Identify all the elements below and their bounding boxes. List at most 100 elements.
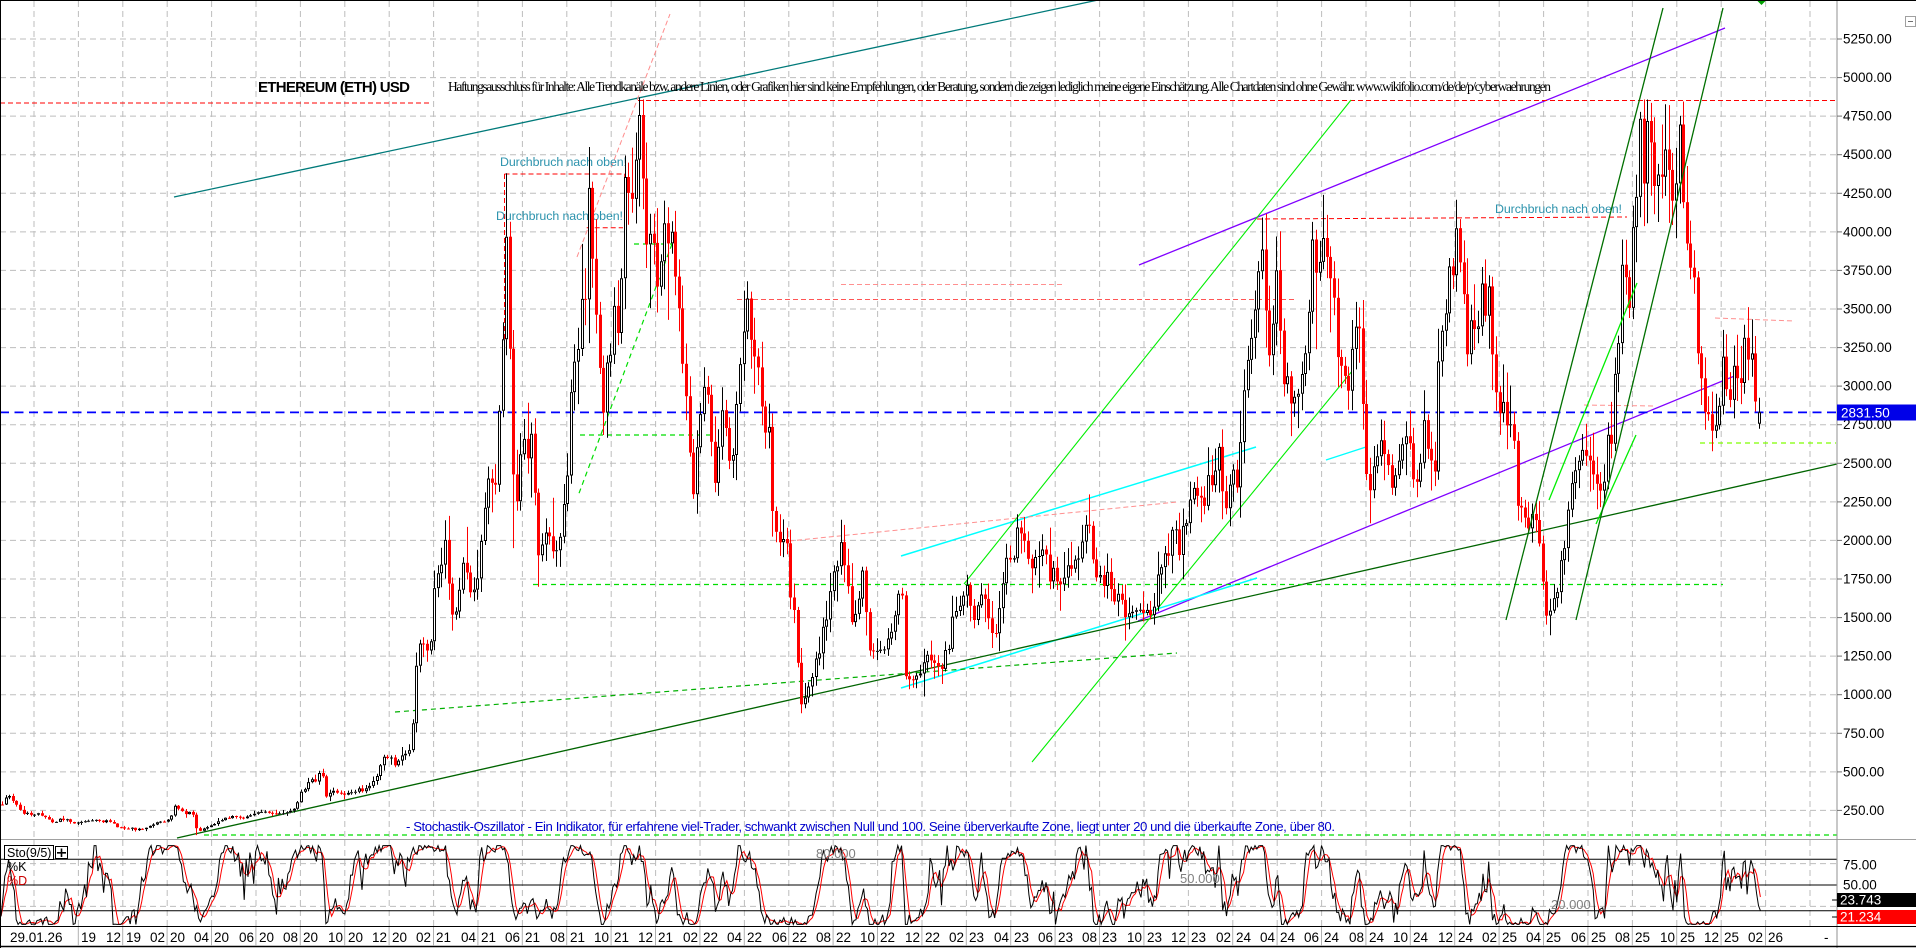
svg-text:22: 22 (703, 930, 718, 945)
svg-text:22: 22 (747, 930, 762, 945)
svg-text:25: 25 (1591, 930, 1606, 945)
svg-text:24: 24 (1236, 930, 1252, 945)
svg-text:10: 10 (594, 930, 609, 945)
svg-text:12: 12 (1171, 930, 1186, 945)
svg-text:3750.00: 3750.00 (1843, 263, 1892, 278)
svg-text:Durchbruch nach oben!: Durchbruch nach oben! (1495, 202, 1622, 216)
svg-text:%K: %K (7, 860, 27, 874)
svg-text:06: 06 (772, 930, 787, 945)
svg-text:23: 23 (1191, 930, 1206, 945)
svg-text:19: 19 (81, 930, 96, 945)
svg-text:21: 21 (614, 930, 629, 945)
svg-text:-: - (1824, 930, 1829, 945)
svg-text:06: 06 (1304, 930, 1319, 945)
svg-text:20: 20 (170, 930, 185, 945)
svg-text:10: 10 (328, 930, 343, 945)
svg-text:1000.00: 1000.00 (1843, 687, 1892, 702)
svg-text:21: 21 (436, 930, 451, 945)
svg-text:19: 19 (126, 930, 141, 945)
svg-text:3500.00: 3500.00 (1843, 302, 1892, 317)
svg-text:12: 12 (638, 930, 653, 945)
svg-text:3250.00: 3250.00 (1843, 340, 1892, 355)
svg-text:10: 10 (1127, 930, 1142, 945)
svg-text:29.01.26: 29.01.26 (10, 930, 63, 945)
svg-text:04: 04 (461, 930, 477, 945)
svg-text:02: 02 (1482, 930, 1497, 945)
svg-text:22: 22 (925, 930, 940, 945)
svg-text:24: 24 (1324, 930, 1340, 945)
svg-text:10: 10 (1660, 930, 1675, 945)
svg-text:08: 08 (1082, 930, 1097, 945)
svg-text:22: 22 (792, 930, 807, 945)
svg-text:02: 02 (949, 930, 964, 945)
svg-text:25: 25 (1635, 930, 1650, 945)
svg-text:22: 22 (836, 930, 851, 945)
svg-text:Durchbruch nach oben!: Durchbruch nach oben! (500, 155, 627, 169)
svg-text:21: 21 (658, 930, 673, 945)
svg-text:06: 06 (1038, 930, 1053, 945)
svg-text:02: 02 (150, 930, 165, 945)
svg-text:06: 06 (505, 930, 520, 945)
svg-text:12: 12 (1438, 930, 1453, 945)
svg-text:50.000: 50.000 (1180, 871, 1220, 886)
svg-text:250.00: 250.00 (1843, 803, 1884, 818)
svg-text:04: 04 (727, 930, 743, 945)
svg-text:04: 04 (194, 930, 210, 945)
svg-text:21: 21 (570, 930, 585, 945)
svg-text:23: 23 (1058, 930, 1073, 945)
svg-text:50.00: 50.00 (1843, 878, 1877, 893)
svg-text:21: 21 (481, 930, 496, 945)
svg-text:Haftungsausschluss für Inhalte: Haftungsausschluss für Inhalte: Alle Tre… (448, 79, 1551, 94)
svg-text:25: 25 (1724, 930, 1739, 945)
svg-text:750.00: 750.00 (1843, 726, 1884, 741)
svg-text:08: 08 (550, 930, 565, 945)
svg-text:04: 04 (994, 930, 1010, 945)
svg-text:20: 20 (392, 930, 407, 945)
svg-text:10: 10 (860, 930, 875, 945)
svg-text:2000.00: 2000.00 (1843, 533, 1892, 548)
svg-text:1750.00: 1750.00 (1843, 572, 1892, 587)
svg-text:5000.00: 5000.00 (1843, 70, 1892, 85)
svg-text:4750.00: 4750.00 (1843, 109, 1892, 124)
svg-text:06: 06 (239, 930, 254, 945)
svg-text:10: 10 (1393, 930, 1408, 945)
svg-text:12: 12 (905, 930, 920, 945)
svg-text:23: 23 (1014, 930, 1029, 945)
svg-text:2750.00: 2750.00 (1843, 417, 1892, 432)
svg-text:2250.00: 2250.00 (1843, 494, 1892, 509)
svg-text:06: 06 (1571, 930, 1586, 945)
svg-text:20: 20 (303, 930, 318, 945)
svg-text:24: 24 (1369, 930, 1385, 945)
svg-text:5250.00: 5250.00 (1843, 32, 1892, 47)
svg-text:04: 04 (1526, 930, 1542, 945)
svg-text:ETHEREUM (ETH) USD: ETHEREUM (ETH) USD (258, 79, 410, 96)
svg-text:12: 12 (372, 930, 387, 945)
svg-text:08: 08 (1615, 930, 1630, 945)
svg-text:21: 21 (525, 930, 540, 945)
svg-text:08: 08 (283, 930, 298, 945)
svg-text:80.000: 80.000 (816, 846, 856, 861)
svg-text:23: 23 (1102, 930, 1117, 945)
svg-text:23: 23 (969, 930, 984, 945)
svg-text:24: 24 (1458, 930, 1474, 945)
svg-text:1500.00: 1500.00 (1843, 610, 1892, 625)
svg-text:20: 20 (214, 930, 229, 945)
svg-text:20: 20 (259, 930, 274, 945)
svg-text:22: 22 (880, 930, 895, 945)
svg-text:Durchbruch nach oben!: Durchbruch nach oben! (496, 209, 623, 223)
svg-text:2831.50: 2831.50 (1841, 406, 1890, 421)
svg-text:1250.00: 1250.00 (1843, 649, 1892, 664)
svg-text:24: 24 (1280, 930, 1296, 945)
svg-text:4000.00: 4000.00 (1843, 224, 1892, 239)
svg-text:02: 02 (683, 930, 698, 945)
svg-text:25: 25 (1502, 930, 1517, 945)
svg-text:500.00: 500.00 (1843, 764, 1884, 779)
svg-text:25: 25 (1546, 930, 1561, 945)
svg-text:02: 02 (416, 930, 431, 945)
svg-text:4250.00: 4250.00 (1843, 186, 1892, 201)
svg-text:12: 12 (106, 930, 121, 945)
svg-text:3000.00: 3000.00 (1843, 379, 1892, 394)
svg-text:25: 25 (1680, 930, 1695, 945)
svg-text:- Stochastik-Oszillator - Ein: - Stochastik-Oszillator - Ein Indikator,… (406, 819, 1335, 834)
svg-text:24: 24 (1413, 930, 1429, 945)
